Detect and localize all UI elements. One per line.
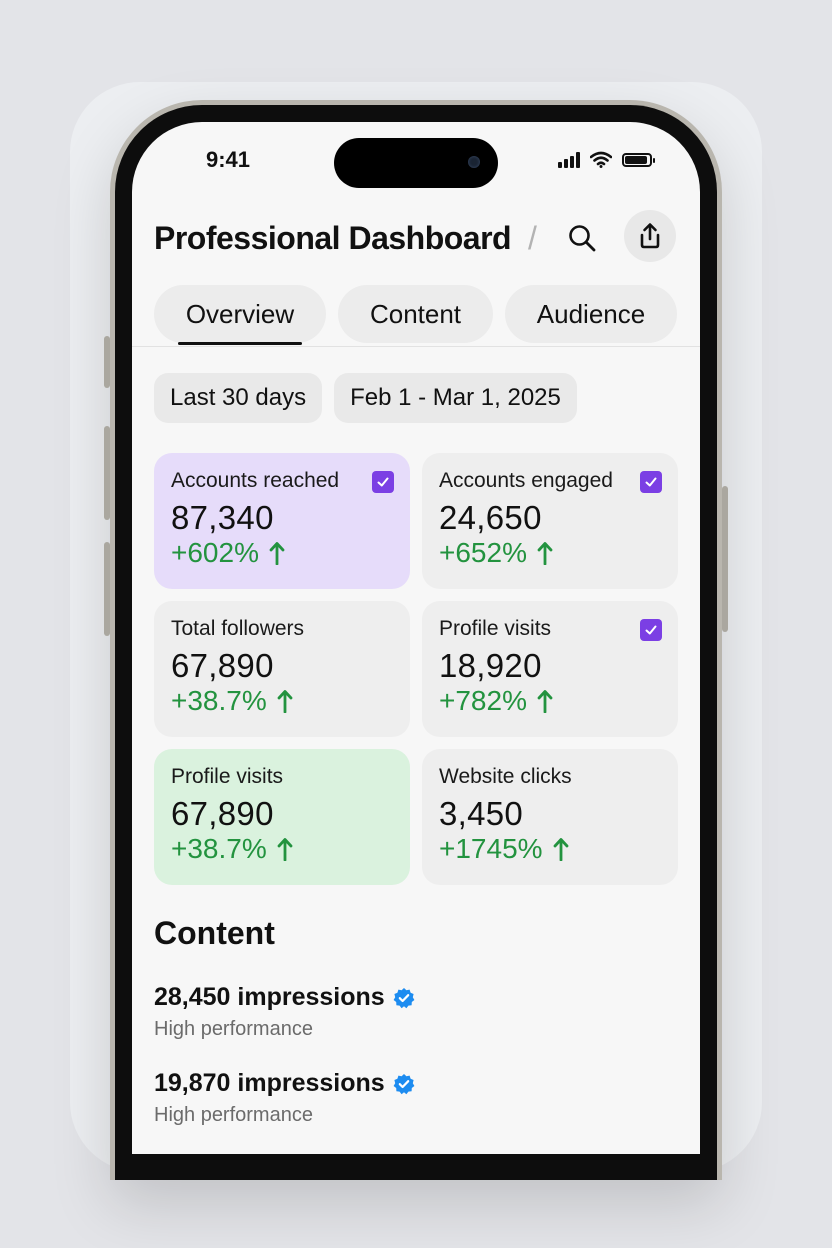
section-title-content: Content [154, 915, 275, 951]
metric-label: Accounts reached [171, 469, 340, 492]
volume-down-button [104, 542, 110, 636]
metric-value: 18,920 [439, 647, 542, 684]
metric-label: Accounts engaged [439, 469, 613, 492]
metric-change-value: +38.7% [171, 685, 267, 716]
metric-label: Website clicks [439, 765, 572, 788]
metric-label: Total followers [171, 617, 305, 640]
metric-card[interactable]: Profile visits 67,890 +38.7% [154, 749, 410, 885]
metric-change: +1745% [439, 833, 662, 865]
power-button [722, 486, 728, 632]
tab-overview[interactable]: Overview [154, 285, 326, 345]
metric-card[interactable]: Total followers 67,890 +38.7% [154, 601, 410, 737]
dynamic-island [334, 138, 498, 188]
active-tab-indicator [178, 342, 302, 345]
range-filter[interactable]: Last 30 days [154, 373, 323, 423]
metric-card[interactable]: Profile visits 18,920 +782% [422, 601, 678, 737]
battery-icon [622, 152, 655, 167]
metric-card[interactable]: Accounts reached 87,340 +602% [154, 453, 410, 589]
metric-card[interactable]: Website clicks 3,450 +1745% [422, 749, 678, 885]
content-item-title-text: 28,450 impressions [154, 983, 385, 1011]
arrow-up-icon [553, 837, 569, 861]
metric-change-value: +38.7% [171, 833, 267, 864]
metrics-grid: Accounts reached 87,340 +602% Accounts e… [154, 453, 678, 885]
wifi-icon [590, 151, 612, 168]
status-time: 9:41 [206, 147, 251, 172]
metric-change: +652% [439, 537, 662, 569]
page-title: Professional Dashboard [154, 220, 512, 256]
content-list-item[interactable]: 28,450 impressions High performance [154, 983, 415, 1041]
content-item-title: 28,450 impressions [154, 983, 415, 1012]
content-item-subtitle: High performance [154, 1104, 313, 1126]
action-button [104, 336, 110, 388]
checkbox-checked-icon[interactable] [640, 619, 662, 641]
tabs-divider [132, 346, 700, 347]
metric-change: +38.7% [171, 833, 394, 865]
metric-change: +602% [171, 537, 394, 569]
content-list-item[interactable]: 19,870 impressions High performance [154, 1069, 415, 1127]
tab-audience-label: Audience [536, 298, 646, 329]
tab-overview-label: Overview [185, 298, 295, 329]
filter-bar: Last 30 days Feb 1 - Mar 1, 2025 [154, 373, 577, 423]
title-separator: / [528, 220, 537, 256]
verified-badge-icon [393, 987, 415, 1008]
arrow-up-icon [277, 689, 293, 713]
status-icons [558, 151, 655, 168]
metric-change-value: +782% [439, 685, 527, 716]
tab-content[interactable]: Content [338, 285, 493, 343]
tab-bar: Overview Content Audience [154, 285, 677, 345]
date-filter[interactable]: Feb 1 - Mar 1, 2025 [334, 373, 577, 423]
phone-screen: 9:41 Professional Dashboard / [132, 122, 700, 1154]
metric-value: 67,890 [171, 795, 274, 832]
arrow-up-icon [277, 837, 293, 861]
metric-card[interactable]: Accounts engaged 24,650 +652% [422, 453, 678, 589]
metric-value: 67,890 [171, 647, 274, 684]
metric-label: Profile visits [439, 617, 552, 640]
tab-audience[interactable]: Audience [505, 285, 677, 343]
camera-icon [468, 156, 480, 168]
share-icon [640, 223, 660, 249]
metric-value: 87,340 [171, 499, 274, 536]
metric-change: +782% [439, 685, 662, 717]
metric-value: 24,650 [439, 499, 542, 536]
metric-change-value: +1745% [439, 833, 543, 864]
signal-icon [558, 151, 580, 168]
metric-value: 3,450 [439, 795, 524, 832]
content-item-title-text: 19,870 impressions [154, 1069, 385, 1097]
tab-content-label: Content [369, 298, 462, 329]
content-item-subtitle: High performance [154, 1018, 313, 1040]
metric-change: +38.7% [171, 685, 394, 717]
arrow-up-icon [537, 541, 553, 565]
share-button[interactable] [624, 210, 676, 262]
checkbox-checked-icon[interactable] [372, 471, 394, 493]
search-button[interactable] [562, 218, 602, 258]
metric-change-value: +652% [439, 537, 527, 568]
checkbox-checked-icon[interactable] [640, 471, 662, 493]
metric-label: Profile visits [171, 765, 284, 788]
arrow-up-icon [537, 689, 553, 713]
volume-up-button [104, 426, 110, 520]
search-icon [569, 225, 596, 252]
verified-badge-icon [393, 1073, 415, 1094]
content-item-title: 19,870 impressions [154, 1069, 415, 1098]
arrow-up-icon [269, 541, 285, 565]
metric-change-value: +602% [171, 537, 259, 568]
